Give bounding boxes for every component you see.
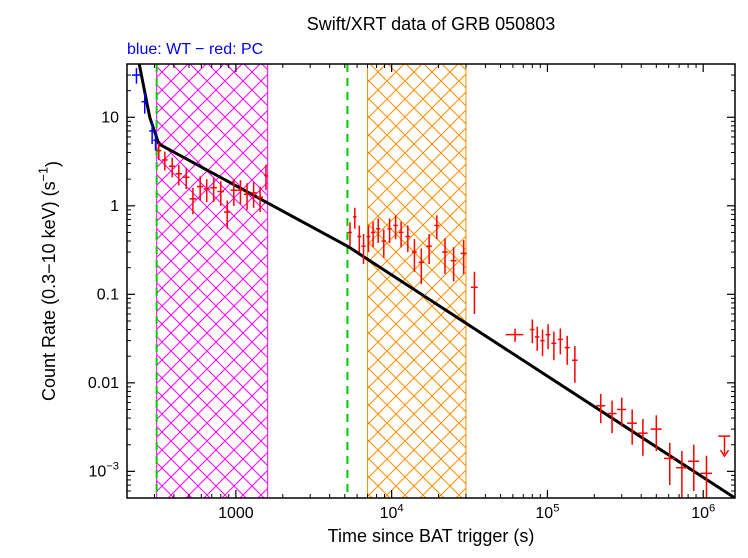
y-axis-label: Count Rate (0.3−10 keV) (s−1) <box>36 161 62 401</box>
x-tick-label: 105 <box>535 502 559 522</box>
y-tick-label: 10 <box>101 109 119 126</box>
hatched-region <box>368 64 466 498</box>
hatched-region <box>157 64 268 498</box>
y-tick-label: 0.1 <box>97 286 119 303</box>
y-tick-label: 0.01 <box>88 375 119 392</box>
chart-svg: 1000 104 105 106 10−3 0.01 0.1 1 10 Time since BA… <box>0 0 748 558</box>
y-tick-label: 10−3 <box>88 461 119 481</box>
x-tick-label: 104 <box>380 502 404 522</box>
chart-subtitle: blue: WT − red: PC <box>127 41 263 58</box>
chart-container: 1000 104 105 106 10−3 0.01 0.1 1 10 Time since BA… <box>0 0 748 558</box>
model-line <box>127 2 150 117</box>
y-tick-label: 1 <box>110 198 119 215</box>
chart-title: Swift/XRT data of GRB 050803 <box>307 14 555 34</box>
x-tick-label: 106 <box>691 502 715 522</box>
x-axis-label: Time since BAT trigger (s) <box>328 526 535 546</box>
x-tick-label: 1000 <box>218 505 254 522</box>
